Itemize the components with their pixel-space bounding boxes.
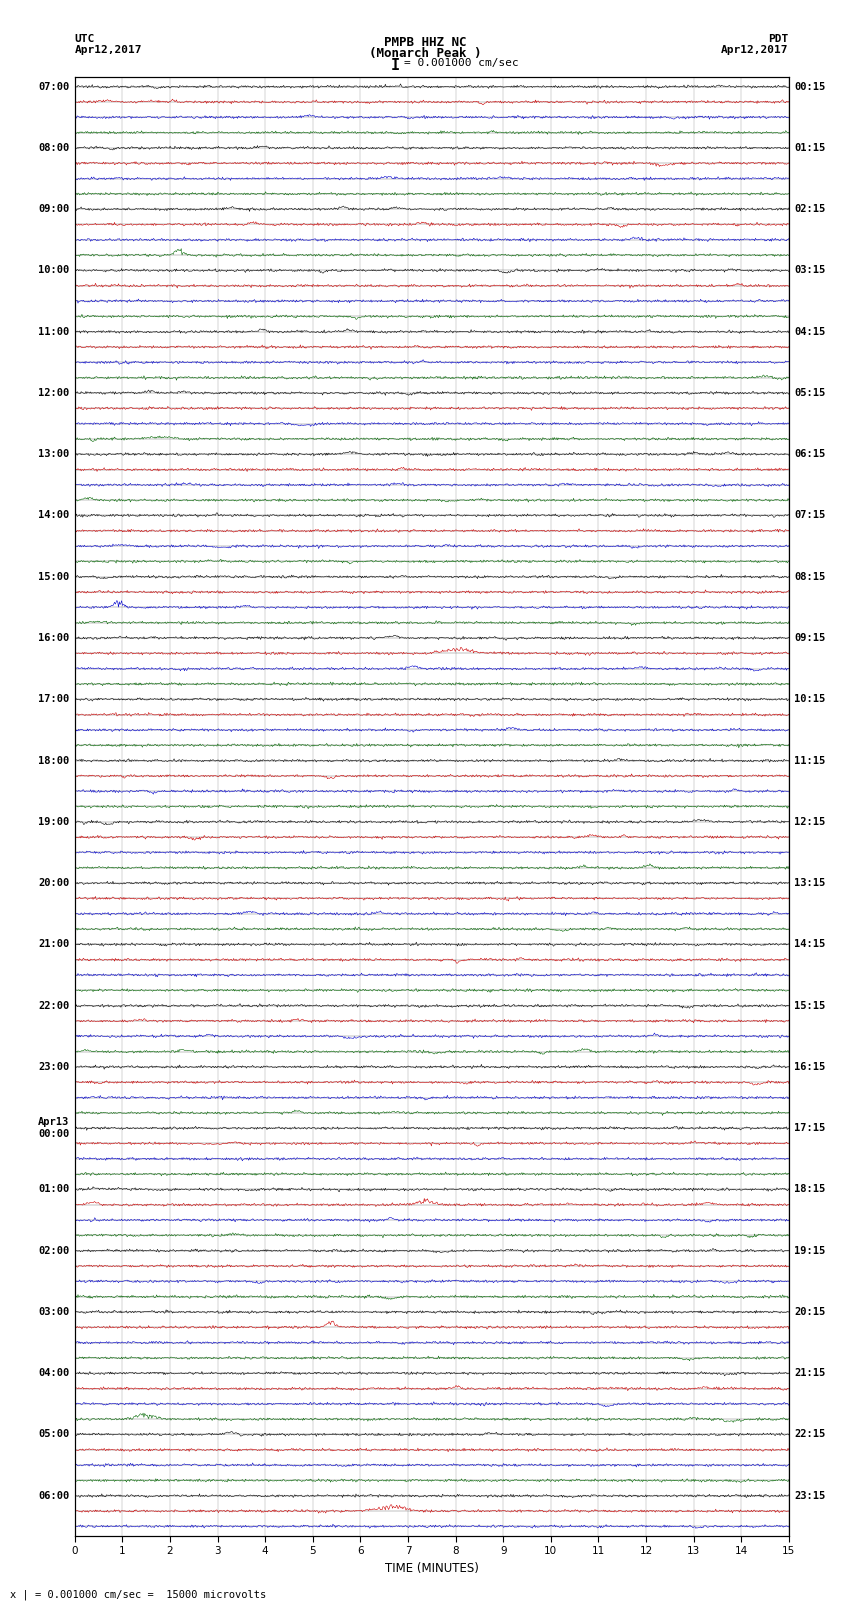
Text: I: I: [391, 58, 399, 73]
Text: (Monarch Peak ): (Monarch Peak ): [369, 47, 481, 60]
Text: Apr12,2017: Apr12,2017: [75, 45, 142, 55]
Text: PMPB HHZ NC: PMPB HHZ NC: [383, 37, 467, 50]
Text: UTC: UTC: [75, 34, 95, 44]
Text: PDT: PDT: [768, 34, 789, 44]
Text: Apr12,2017: Apr12,2017: [722, 45, 789, 55]
X-axis label: TIME (MINUTES): TIME (MINUTES): [385, 1561, 479, 1574]
Text: x | = 0.001000 cm/sec =  15000 microvolts: x | = 0.001000 cm/sec = 15000 microvolts: [10, 1589, 266, 1600]
Text: = 0.001000 cm/sec: = 0.001000 cm/sec: [404, 58, 518, 68]
